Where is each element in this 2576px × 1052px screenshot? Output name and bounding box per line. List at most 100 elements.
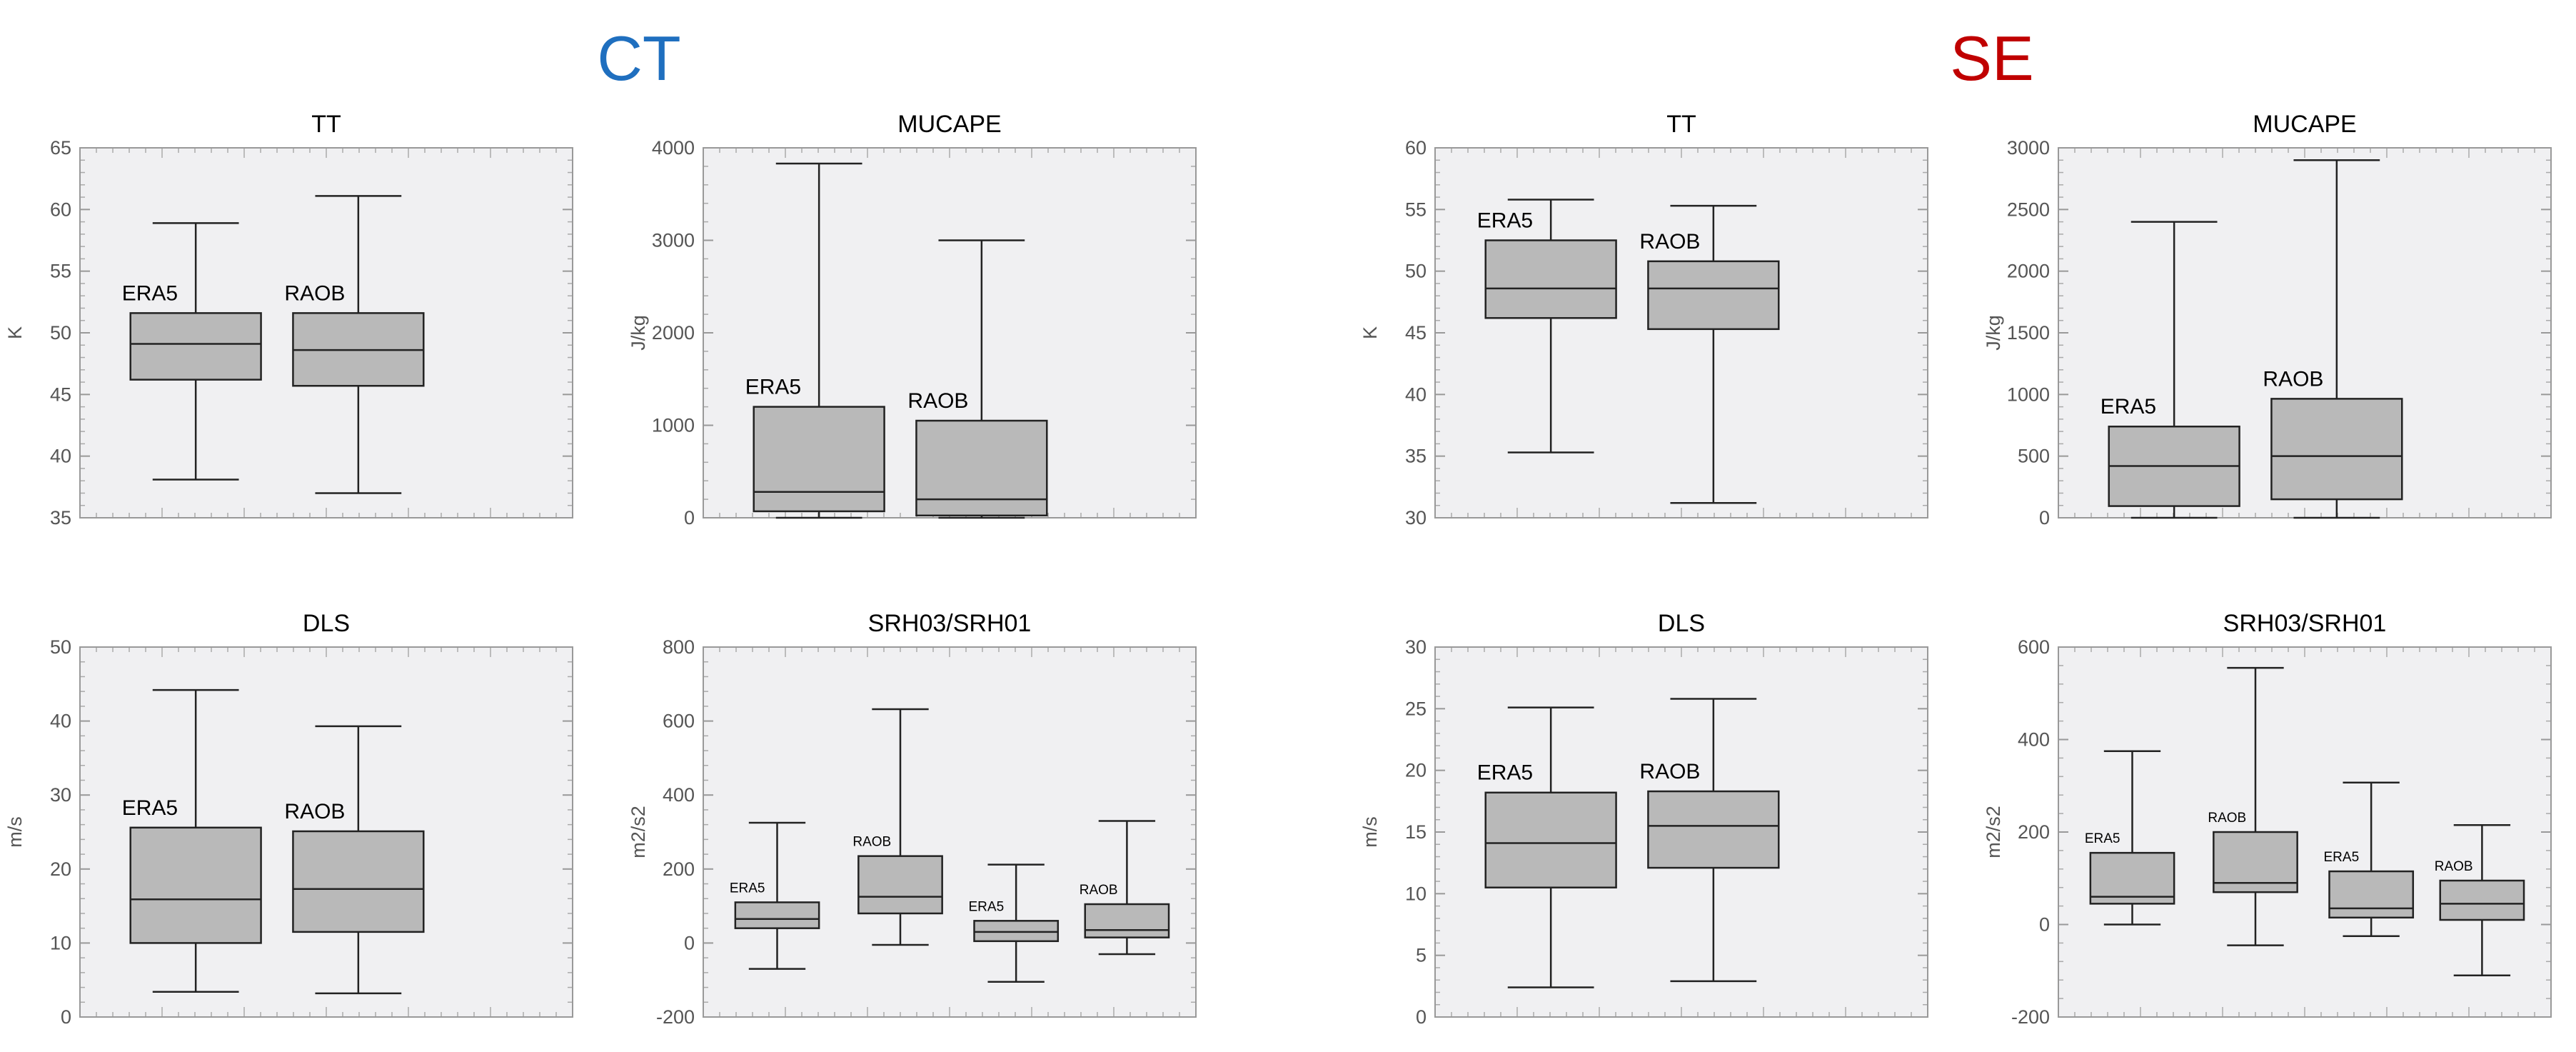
panel-se-srh03-srh01: -200 0 200 400 600 SRH03/SRH01 m2/s2 ERA5 RAOB ER… — [1983, 610, 2552, 1028]
box-era5-3: ERA5 — [2324, 781, 2415, 937]
box-raob-2: RAOB — [284, 195, 425, 494]
interquartile-box — [1484, 791, 1617, 888]
y-tick-label: 2000 — [2007, 261, 2050, 282]
y-tick-label: 400 — [2018, 729, 2050, 751]
interquartile-box — [857, 855, 943, 915]
y-tick-label: 3000 — [652, 230, 695, 251]
box-era5-1: ERA5 — [2100, 221, 2240, 519]
y-tick-label: 600 — [2018, 636, 2050, 658]
y-tick-label: 35 — [1405, 446, 1427, 467]
box-label: ERA5 — [730, 881, 765, 896]
box-raob-2: RAOB — [852, 708, 943, 946]
y-axis-label: J/kg — [1983, 315, 2004, 351]
box-label: ERA5 — [122, 281, 178, 305]
y-axis-label: m/s — [4, 816, 26, 848]
panel-title: TT — [1666, 111, 1696, 138]
group-title-ct: CT — [597, 23, 680, 94]
y-tick-label: 0 — [2039, 507, 2050, 528]
box-era5-1: ERA5 — [122, 688, 262, 993]
y-tick-label: 10 — [1405, 883, 1427, 904]
box-label: RAOB — [1080, 883, 1118, 898]
y-tick-label: 0 — [2039, 914, 2050, 936]
y-tick-label: 20 — [1405, 760, 1427, 781]
panel-title: SRH03/SRH01 — [2223, 610, 2387, 637]
y-tick-label: 1000 — [652, 415, 695, 436]
panel-title: MUCAPE — [897, 111, 1001, 138]
y-axis-label: m/s — [1359, 816, 1381, 848]
y-tick-label: 200 — [2018, 821, 2050, 843]
y-tick-label: 25 — [1405, 698, 1427, 719]
box-label: RAOB — [852, 835, 891, 850]
y-tick-label: 40 — [50, 446, 71, 467]
y-tick-label: 30 — [1405, 507, 1427, 528]
interquartile-box — [2328, 870, 2415, 919]
group-title-se: SE — [1950, 23, 2033, 94]
interquartile-box — [2439, 879, 2525, 921]
y-tick-label: 35 — [50, 507, 71, 528]
interquartile-box — [129, 312, 262, 381]
panel-title: DLS — [1658, 610, 1705, 637]
panel-ct-tt: 35 40 45 50 55 60 65 TT K ERA5 RAOB — [4, 111, 573, 528]
panel-title: MUCAPE — [2253, 111, 2356, 138]
y-tick-label: 55 — [50, 261, 71, 282]
box-era5-1: ERA5 — [2085, 750, 2175, 926]
box-label: RAOB — [284, 800, 345, 823]
y-axis-label: K — [4, 326, 26, 339]
box-raob-4: RAOB — [1080, 820, 1170, 956]
y-tick-label: 45 — [50, 384, 71, 405]
panel-ct-mucape: 0 1000 2000 3000 4000 MUCAPE J/kg ERA5 RAOB — [628, 111, 1197, 528]
box-era5-1: ERA5 — [122, 222, 262, 481]
y-tick-label: 50 — [1405, 261, 1427, 282]
plot-frame — [1434, 646, 1928, 1018]
panel-title: TT — [311, 111, 341, 138]
y-tick-label: -200 — [2011, 1006, 2050, 1028]
box-raob-2: RAOB — [2263, 159, 2403, 519]
y-axis-label: m2/s2 — [628, 806, 649, 858]
plot-background — [1435, 148, 1928, 518]
interquartile-box — [129, 826, 262, 944]
box-era5-1: ERA5 — [730, 821, 820, 970]
box-era5-1: ERA5 — [1477, 199, 1617, 454]
box-era5-1: ERA5 — [745, 162, 885, 519]
plot-background — [703, 647, 1196, 1017]
box-label: RAOB — [284, 281, 345, 305]
box-label: RAOB — [907, 389, 968, 413]
y-tick-label: 3000 — [2007, 137, 2050, 159]
panel-title: DLS — [303, 610, 350, 637]
y-tick-label: 400 — [663, 784, 695, 806]
interquartile-box — [292, 830, 425, 933]
interquartile-box — [1484, 239, 1617, 319]
box-label: ERA5 — [745, 376, 801, 399]
y-tick-label: 40 — [1405, 384, 1427, 405]
interquartile-box — [734, 901, 820, 929]
interquartile-box — [2089, 851, 2175, 905]
box-label: ERA5 — [1477, 209, 1533, 233]
y-tick-label: 50 — [50, 636, 71, 658]
y-tick-label: 60 — [50, 199, 71, 220]
box-label: RAOB — [1639, 230, 1700, 254]
plot-frame — [1434, 147, 1928, 519]
box-raob-2: RAOB — [2208, 666, 2298, 946]
box-label: RAOB — [2435, 859, 2473, 874]
interquartile-box — [753, 406, 885, 513]
interquartile-box — [1084, 903, 1170, 938]
interquartile-box — [973, 920, 1060, 943]
panel-ct-srh03-srh01: -200 0 200 400 600 800 SRH03/SRH01 m2/s2 ERA5 RAO… — [628, 610, 1197, 1028]
y-axis-label: K — [1359, 326, 1381, 339]
y-tick-label: 600 — [663, 711, 695, 732]
y-tick-label: 0 — [1416, 1006, 1427, 1028]
y-axis-label: m2/s2 — [1983, 806, 2004, 858]
box-raob-2: RAOB — [907, 239, 1048, 519]
box-label: ERA5 — [2100, 395, 2156, 419]
box-raob-2: RAOB — [1639, 698, 1780, 983]
box-raob-2: RAOB — [284, 725, 425, 995]
y-tick-label: 60 — [1405, 137, 1427, 159]
y-tick-label: 200 — [663, 858, 695, 880]
interquartile-box — [915, 419, 1048, 517]
y-tick-label: 0 — [684, 507, 695, 528]
panel-se-mucape: 0 500 1000 1500 2000 2500 3000 MUCAPE J/kg ERA5 RA… — [1983, 111, 2552, 528]
y-tick-label: 1000 — [2007, 384, 2050, 405]
y-tick-label: 500 — [2018, 446, 2050, 467]
